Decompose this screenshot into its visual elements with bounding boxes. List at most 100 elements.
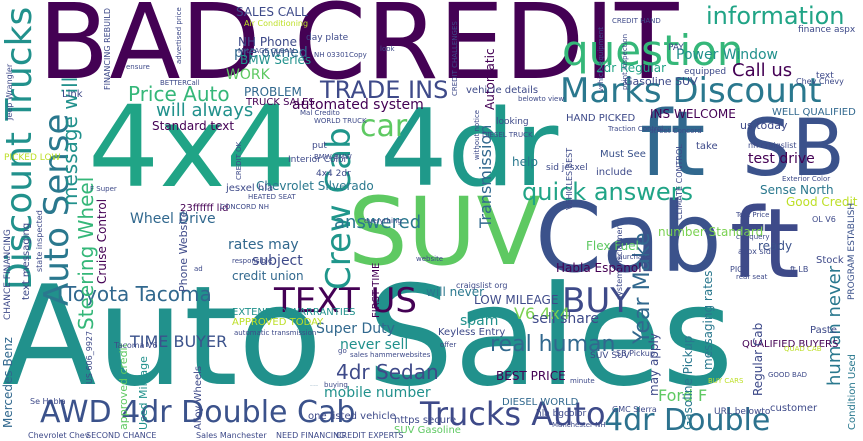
cloud-word: never sell bbox=[340, 337, 409, 353]
cloud-word: aspx sid bbox=[738, 247, 771, 256]
cloud-word: URL belowto bbox=[714, 407, 771, 417]
cloud-word: V6 4x4 bbox=[514, 304, 571, 323]
cloud-word: everything bbox=[364, 217, 402, 225]
cloud-word: GMC Sierra bbox=[612, 405, 657, 414]
cloud-word: Cruise Control bbox=[95, 198, 109, 284]
cloud-word: Price Auto bbox=[128, 82, 230, 106]
cloud-word: spam bbox=[460, 313, 499, 329]
cloud-word: CREDIT EXPERTS bbox=[336, 431, 404, 440]
cloud-word: WORLD TRUCK bbox=[314, 117, 367, 125]
cloud-word: WORK bbox=[226, 67, 270, 83]
cloud-word: vehicle equipment bbox=[597, 26, 605, 92]
cloud-word: customer bbox=[770, 403, 818, 414]
cloud-word: vehicle details bbox=[466, 85, 539, 96]
cloud-word: Super Duty bbox=[316, 321, 395, 337]
cloud-word: US 606_9927 bbox=[85, 330, 94, 384]
cloud-word: CREDIT CHALLENGES bbox=[451, 21, 459, 96]
cloud-word: Exterior Color bbox=[782, 175, 831, 183]
cloud-word: automatic transmission bbox=[234, 329, 317, 337]
cloud-word: Power Window bbox=[676, 47, 778, 63]
cloud-word: Wheel Drive bbox=[130, 211, 216, 227]
cloud-word: offer bbox=[440, 341, 457, 349]
cloud-word: NEED FINANCING bbox=[276, 431, 346, 440]
cloud-word: Gasoline SUV bbox=[624, 75, 698, 88]
cloud-word: TRUCK SALES bbox=[246, 97, 315, 108]
cloud-word: WELL QUALIFIED bbox=[772, 107, 856, 118]
cloud-word: subject bbox=[252, 253, 303, 269]
cloud-word: looking bbox=[496, 117, 529, 127]
cloud-word: 4dr Sedan bbox=[336, 360, 439, 384]
cloud-word: FINANCING REBUILD bbox=[103, 7, 112, 90]
cloud-word: nh craigslist bbox=[748, 141, 797, 150]
cloud-word: Used Mileage bbox=[137, 356, 150, 430]
cloud-word: SALES CALL bbox=[236, 5, 308, 19]
cloud-word: AWD 4dr Double Cab bbox=[40, 395, 356, 430]
cloud-word: PICKED LOW bbox=[4, 153, 61, 163]
cloud-word: NH Phone bbox=[238, 35, 297, 49]
cloud-word: 4dr bbox=[380, 87, 559, 210]
cloud-word: hla bgcolor bbox=[536, 409, 587, 419]
cloud-word: Interior Color bbox=[288, 155, 348, 165]
cloud-word: us today bbox=[740, 119, 788, 132]
cloud-word: Call us bbox=[732, 60, 793, 81]
cloud-word: ad bbox=[194, 265, 203, 273]
cloud-word: will never bbox=[426, 285, 485, 299]
cloud-word: Must See bbox=[600, 149, 646, 160]
cloud-word: real human bbox=[490, 332, 616, 357]
cloud-word: ensure bbox=[126, 63, 150, 71]
cloud-word: Cab bbox=[535, 182, 722, 294]
cloud-word: GOOD BAD bbox=[768, 371, 808, 379]
cloud-word: Crew Cab bbox=[319, 127, 359, 290]
cloud-word: CLEAN VEHICLE bbox=[310, 386, 318, 387]
cloud-word: sales hammerwebsites bbox=[350, 351, 431, 359]
cloud-word: Air Conditioning bbox=[244, 19, 309, 28]
cloud-word: SUV bbox=[348, 178, 541, 287]
cloud-word: Standard text bbox=[152, 119, 235, 133]
cloud-word: car bbox=[360, 109, 408, 144]
cloud-word: day plate bbox=[306, 33, 349, 43]
cloud-word: information bbox=[706, 2, 845, 30]
cloud-word: BAD CREDIT bbox=[38, 0, 679, 103]
cloud-word: DIESEL TRUCK bbox=[482, 131, 533, 139]
cloud-word: Condition Used bbox=[847, 354, 858, 430]
cloud-word: system Disclaimer bbox=[615, 226, 624, 300]
cloud-word: automated system bbox=[292, 97, 424, 113]
cloud-word: OL V6 bbox=[812, 215, 836, 224]
cloud-word: credit union bbox=[232, 269, 304, 283]
cloud-word: text bbox=[816, 71, 834, 81]
cloud-word: SECOND CHANCE bbox=[86, 431, 157, 440]
cloud-word: number Standard bbox=[658, 225, 764, 239]
cloud-word: LOW MILEAGE bbox=[474, 293, 559, 307]
cloud-word: approved credit bbox=[117, 343, 130, 430]
cloud-word: BMW BMW bbox=[314, 153, 352, 161]
cloud-word: text messaging bbox=[21, 222, 32, 300]
cloud-word: Good Credit bbox=[786, 195, 858, 209]
cloud-word: rear seat bbox=[736, 273, 768, 281]
cloud-word: INS WELCOME bbox=[650, 107, 736, 121]
cloud-word: help bbox=[512, 155, 538, 169]
cloud-word: F Super bbox=[90, 185, 117, 193]
cloud-word: Se Habla bbox=[30, 397, 66, 406]
cloud-word: QUAD CAB bbox=[784, 345, 822, 353]
cloud-word: SUV SUV bbox=[590, 351, 630, 361]
cloud-word: BETTERCall bbox=[160, 79, 200, 87]
cloud-word: advertised price bbox=[175, 7, 183, 64]
cloud-word: craigslist org bbox=[456, 281, 508, 290]
cloud-word: PAY bbox=[668, 43, 684, 53]
cloud-word: Paste bbox=[810, 325, 837, 336]
cloud-word: test drive bbox=[748, 151, 815, 167]
cloud-word: https secure bbox=[394, 415, 457, 426]
cloud-word: Trucks Auto bbox=[420, 395, 606, 433]
cloud-word: look bbox=[380, 45, 395, 53]
cloud-word: Chevrolet Chev bbox=[28, 431, 90, 440]
cloud-word: Stock bbox=[816, 255, 844, 266]
cloud-word: go bbox=[338, 347, 347, 355]
cloud-word: Toyota Tacoma bbox=[64, 282, 212, 306]
cloud-word: point inspection bbox=[621, 33, 629, 90]
cloud-word: sell share bbox=[532, 311, 599, 327]
cloud-word: Mercedes Benz bbox=[1, 337, 15, 428]
cloud-word: CHANCE FINANCING bbox=[3, 229, 13, 320]
cloud-word: Sales Manchester bbox=[196, 431, 267, 440]
cloud-word: NH 03301Copy bbox=[314, 51, 367, 59]
